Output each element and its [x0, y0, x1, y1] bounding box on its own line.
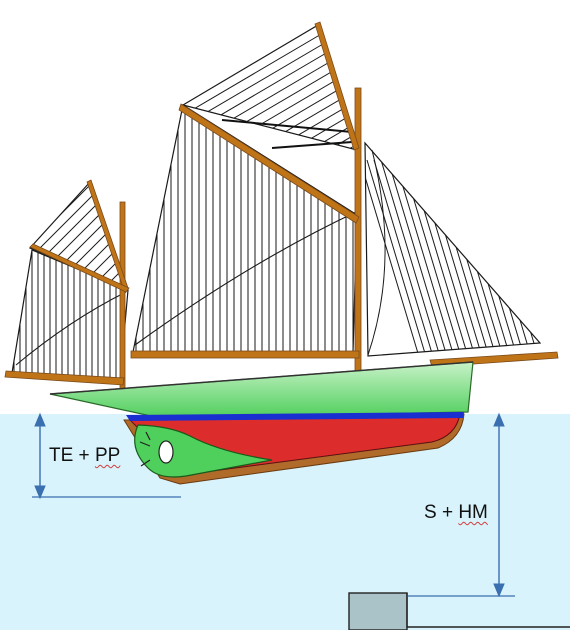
arrow-icon	[493, 583, 505, 598]
right-dimension-arrow	[408, 412, 515, 598]
spars	[4, 21, 559, 391]
arrow-icon	[34, 412, 46, 427]
draft-label-left: TE + PP	[49, 445, 121, 466]
left-dimension-arrow	[32, 412, 181, 500]
jib-sail	[364, 141, 542, 357]
arrow-icon	[34, 485, 46, 500]
arrow-icon	[493, 412, 505, 427]
mizzen-sail	[11, 249, 129, 381]
hull	[49, 361, 474, 485]
pontoon-edge	[406, 593, 570, 628]
depth-label-right: S + HM	[424, 502, 488, 523]
propeller-icon	[139, 431, 174, 467]
pontoon	[348, 592, 408, 630]
